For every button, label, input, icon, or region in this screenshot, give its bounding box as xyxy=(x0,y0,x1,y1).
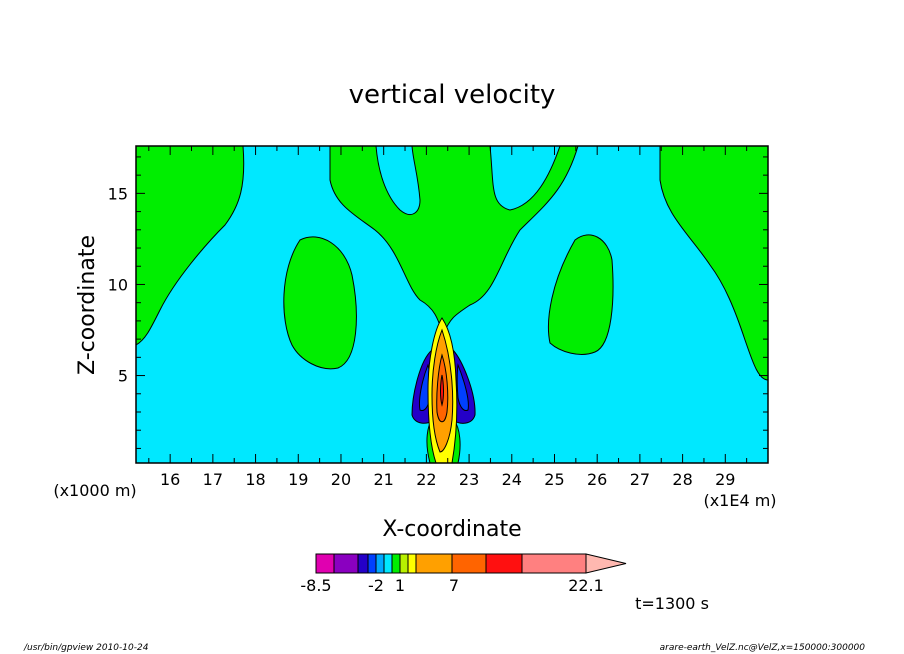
x-tick-label: 29 xyxy=(715,470,735,489)
colorbar: -8.5 -2 1 7 22.1 xyxy=(300,553,627,595)
x-tick-label: 20 xyxy=(331,470,351,489)
chart-title: vertical velocity xyxy=(349,80,556,110)
x-tick-label: 17 xyxy=(203,470,223,489)
x-tick-label: 23 xyxy=(459,470,479,489)
y-axis-ticks: 5 10 15 xyxy=(108,156,768,449)
contour-region-island-left xyxy=(283,236,357,370)
contour-region-right xyxy=(659,146,768,381)
colorbar-segment xyxy=(315,553,335,574)
colorbar-label: -8.5 xyxy=(300,576,331,595)
colorbar-segment xyxy=(383,553,393,574)
x-tick-label: 16 xyxy=(160,470,180,489)
y-tick-label: 5 xyxy=(118,367,128,386)
colorbar-segment xyxy=(415,553,453,574)
colorbar-segment xyxy=(485,553,523,574)
time-label: t=1300 s xyxy=(635,594,709,613)
colorbar-segment xyxy=(375,553,385,574)
y-tick-label: 15 xyxy=(108,184,128,203)
colorbar-label: 7 xyxy=(449,576,459,595)
footer-left: /usr/bin/gpview 2010-10-24 xyxy=(23,643,149,653)
x-tick-label: 18 xyxy=(245,470,265,489)
x-tick-label: 25 xyxy=(544,470,564,489)
contour-region-left xyxy=(136,146,245,346)
contour-region-center xyxy=(329,146,579,337)
colorbar-segment xyxy=(367,553,377,574)
colorbar-segment xyxy=(451,553,487,574)
colorbar-segment xyxy=(407,553,417,574)
y-tick-label: 10 xyxy=(108,275,128,294)
y-axis-label: Z-coordinate xyxy=(75,235,100,375)
x-unit-label: (x1E4 m) xyxy=(703,491,776,510)
colorbar-segment xyxy=(333,553,359,574)
colorbar-arrow xyxy=(585,553,627,574)
plot-area xyxy=(136,146,768,463)
y-unit-label: (x1000 m) xyxy=(53,481,136,500)
colorbar-segment xyxy=(399,553,409,574)
colorbar-label: 1 xyxy=(395,576,405,595)
x-tick-label: 19 xyxy=(288,470,308,489)
contour-region-island-right xyxy=(547,234,614,355)
x-tick-label: 21 xyxy=(373,470,393,489)
colorbar-segment xyxy=(391,553,401,574)
x-axis-ticks: 16 17 18 19 20 21 22 23 24 25 26 27 28 29 xyxy=(148,146,748,489)
x-tick-label: 28 xyxy=(672,470,692,489)
downdraft-right-inner xyxy=(456,363,469,411)
updraft-red xyxy=(440,374,444,407)
plot-frame xyxy=(135,145,769,464)
x-tick-label: 27 xyxy=(630,470,650,489)
x-tick-label: 24 xyxy=(502,470,522,489)
footer-right: arare-earth_VelZ.nc@VelZ,x=150000:300000 xyxy=(660,643,866,653)
x-tick-label: 22 xyxy=(416,470,436,489)
colorbar-label: 22.1 xyxy=(568,576,604,595)
x-tick-label: 26 xyxy=(587,470,607,489)
colorbar-label: -2 xyxy=(368,576,384,595)
colorbar-segment xyxy=(521,553,587,574)
colorbar-segment xyxy=(357,553,369,574)
x-axis-label: X-coordinate xyxy=(382,517,521,542)
